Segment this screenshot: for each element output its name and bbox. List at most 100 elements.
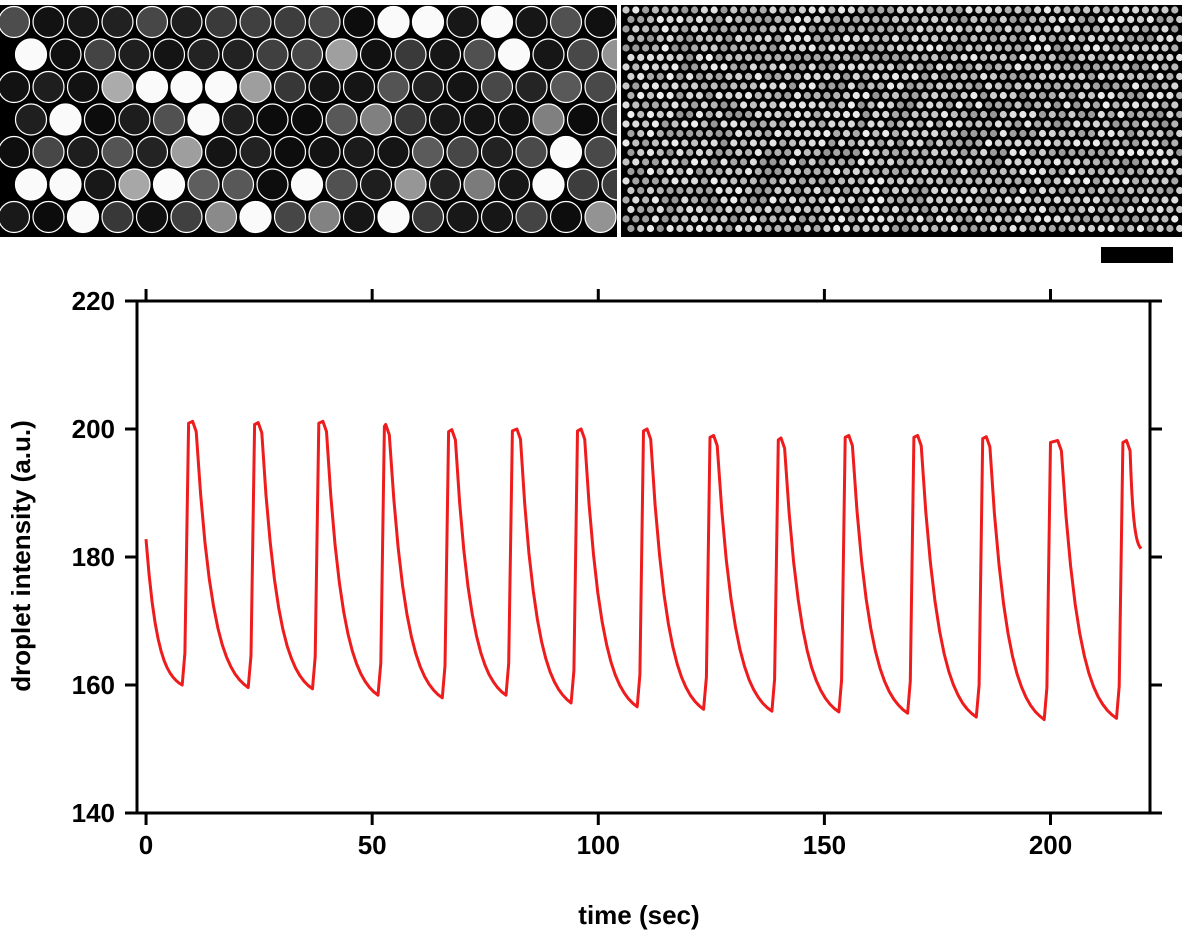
droplet-small [911, 34, 919, 43]
droplet-small [945, 6, 953, 14]
droplet-small [1107, 129, 1115, 138]
droplet-small [1122, 215, 1130, 223]
x-tick-label: 150 [803, 830, 846, 860]
droplet-small [906, 25, 914, 33]
droplet-small [1009, 53, 1017, 62]
droplet-small [1043, 44, 1051, 52]
droplet-small [1009, 110, 1017, 119]
droplet-small [1127, 53, 1135, 62]
droplet-small [686, 34, 694, 43]
droplet-small [940, 91, 949, 100]
droplet-small [989, 34, 998, 43]
droplet-small [1068, 53, 1076, 62]
y-tick-label: 180 [72, 542, 115, 572]
droplet-small [1014, 44, 1022, 52]
droplet-small [1146, 224, 1154, 233]
droplet-large [428, 103, 462, 136]
droplet-small [715, 186, 723, 195]
droplet-small [735, 224, 743, 233]
droplet-small [877, 6, 885, 14]
droplet-small [769, 139, 777, 147]
droplet-small [1038, 167, 1047, 176]
droplet-small [1166, 91, 1174, 100]
droplet-small [744, 34, 753, 43]
droplet-small [970, 15, 978, 24]
droplet-small [1043, 63, 1051, 71]
droplet-small [921, 110, 929, 119]
droplet-small [1092, 120, 1100, 128]
droplet-small [877, 82, 885, 90]
droplet-small [896, 25, 904, 33]
droplet-small [1019, 148, 1027, 157]
droplet-small [793, 72, 802, 81]
droplet-small [994, 101, 1002, 109]
droplet-small [749, 6, 757, 14]
droplet-small [945, 120, 953, 128]
droplet-small [1048, 186, 1056, 195]
droplet-small [691, 120, 699, 128]
droplet-small [985, 177, 993, 185]
droplet-small [1019, 34, 1027, 43]
droplet-small [1097, 53, 1105, 62]
droplet-small [921, 186, 929, 195]
droplet-small [847, 25, 855, 33]
droplet-small [637, 167, 645, 176]
droplet-small [842, 148, 851, 157]
droplet-large [187, 103, 220, 136]
droplet-small [872, 205, 880, 214]
droplet-small [833, 34, 841, 43]
droplet-small [911, 148, 919, 157]
droplet-small [1161, 158, 1169, 166]
droplet-small [1171, 63, 1179, 71]
droplet-small [759, 158, 767, 166]
droplet-small [823, 167, 831, 176]
droplet-small [1087, 167, 1096, 176]
droplet-small [715, 34, 723, 43]
droplet-small [808, 82, 816, 90]
droplet-small [931, 186, 939, 195]
droplet-small [847, 177, 855, 185]
droplet-small [808, 63, 816, 71]
droplet-small [1107, 167, 1115, 176]
droplet-small [1068, 110, 1076, 119]
droplet-small [803, 91, 811, 100]
droplet-small [632, 63, 640, 71]
droplet-small [784, 72, 792, 81]
droplet-small [622, 25, 630, 33]
droplet-small [1019, 72, 1027, 81]
droplet-small [857, 158, 865, 166]
droplet-small [793, 110, 802, 119]
droplet-small [1097, 34, 1105, 43]
droplet-small [926, 139, 934, 147]
droplet-small [632, 196, 640, 204]
droplet-small [661, 177, 669, 185]
droplet-small [989, 110, 998, 119]
y-tick-label: 200 [72, 414, 115, 444]
droplet-small [1092, 6, 1100, 14]
droplet-small [813, 91, 821, 100]
droplet-large [480, 135, 514, 169]
droplet-small [1156, 72, 1164, 81]
droplet-small [735, 205, 743, 214]
droplet-small [1048, 224, 1056, 233]
droplet-small [999, 148, 1007, 157]
droplet-small [1107, 91, 1115, 100]
droplet-small [945, 139, 953, 147]
droplet-small [627, 110, 635, 119]
droplet-small [651, 215, 659, 223]
droplet-small [627, 224, 635, 233]
droplet-small [793, 53, 802, 62]
droplet-small [994, 196, 1002, 204]
droplet-small [1024, 196, 1032, 204]
droplet-small [676, 129, 684, 138]
droplet-small [1171, 44, 1179, 52]
droplet-large [135, 200, 169, 234]
droplet-small [852, 205, 860, 214]
droplet-small [852, 148, 860, 157]
droplet-small [691, 158, 699, 166]
droplet-small [818, 196, 826, 204]
droplet-small [1034, 63, 1042, 71]
droplet-small [1029, 53, 1037, 62]
droplet-small [960, 91, 968, 100]
droplet-small [686, 129, 694, 138]
